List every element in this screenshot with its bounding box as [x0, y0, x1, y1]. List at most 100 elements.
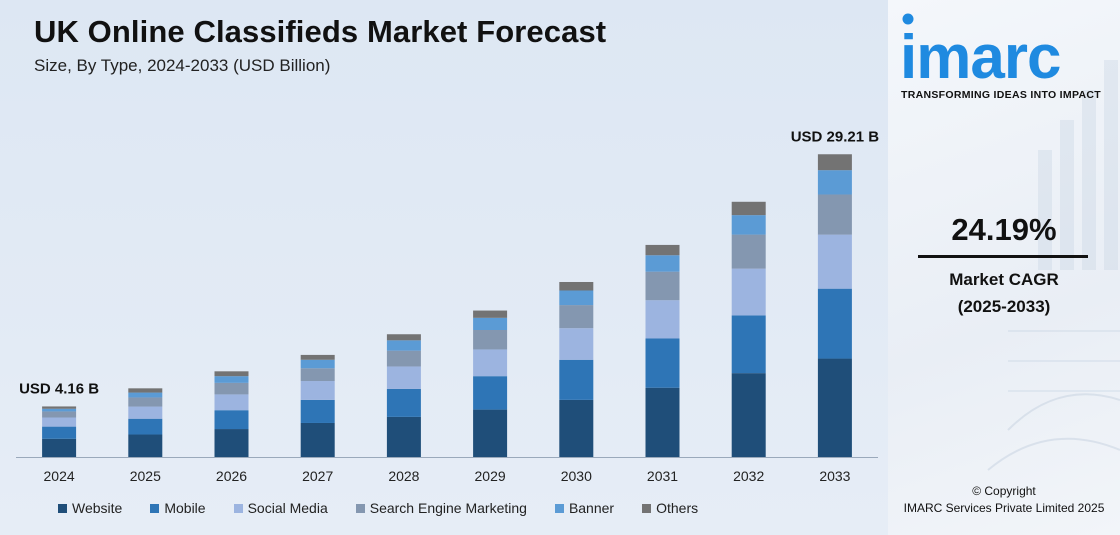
- svg-text:imarc: imarc: [900, 23, 1060, 90]
- bar-segment-website-2025: [128, 434, 163, 457]
- x-tick-label-2025: 2025: [130, 468, 161, 484]
- bar-segment-others-2030: [559, 281, 594, 291]
- bar-segment-social-media-2024: [42, 417, 77, 427]
- bar-segment-social-media-2031: [645, 300, 680, 339]
- bar-segment-banner-2029: [473, 317, 508, 330]
- legend-swatch: [150, 503, 160, 513]
- bar-segment-mobile-2025: [128, 418, 163, 435]
- legend-swatch: [355, 503, 365, 513]
- bar-segment-search-engine-marketing-2030: [559, 305, 594, 329]
- x-tick-label-2029: 2029: [475, 468, 506, 484]
- bar-segment-search-engine-marketing-2025: [128, 397, 163, 407]
- total-label-2033: USD 29.21 B: [791, 128, 880, 145]
- bar-segment-website-2033: [817, 358, 852, 457]
- x-tick-label-2028: 2028: [388, 468, 419, 484]
- bar-segment-mobile-2028: [386, 388, 421, 417]
- company-name: IMARC Services Private Limited 2025: [903, 501, 1105, 515]
- bar-segment-banner-2025: [128, 392, 163, 398]
- chart-subtitle: Size, By Type, 2024-2033 (USD Billion): [34, 56, 331, 75]
- legend-swatch: [642, 503, 652, 513]
- total-label-2024: USD 4.16 B: [19, 380, 99, 397]
- side-panel: imarc TRANSFORMING IDEAS INTO IMPACT 24.…: [888, 0, 1120, 535]
- imarc-logo: imarc: [900, 13, 1061, 90]
- bar-segment-website-2028: [386, 416, 421, 457]
- bar-segment-website-2026: [214, 429, 249, 457]
- cagr-value: 24.19%: [951, 212, 1057, 247]
- legend-label: Search Engine Marketing: [369, 500, 527, 516]
- bar-segment-mobile-2033: [817, 288, 852, 359]
- bar-segment-social-media-2026: [214, 394, 249, 411]
- bar-segment-banner-2033: [817, 170, 852, 195]
- legend-item-others: Others: [642, 500, 698, 516]
- bar-segment-social-media-2033: [817, 234, 852, 289]
- bar-segment-mobile-2027: [300, 399, 335, 423]
- bar-segment-others-2025: [128, 388, 163, 393]
- bar-segment-banner-2028: [386, 340, 421, 351]
- bar-segment-search-engine-marketing-2024: [42, 411, 77, 418]
- bar-segment-social-media-2032: [731, 268, 766, 316]
- legend-label: Social Media: [247, 500, 328, 516]
- bar-segment-search-engine-marketing-2028: [386, 350, 421, 367]
- x-tick-label-2024: 2024: [44, 468, 75, 484]
- bar-segment-website-2027: [300, 422, 335, 457]
- legend-item-website: Website: [58, 500, 122, 516]
- bar-segment-others-2024: [42, 406, 77, 409]
- bar-segment-banner-2026: [214, 376, 249, 383]
- bar-segment-others-2029: [473, 310, 508, 318]
- legend-item-mobile: Mobile: [150, 500, 206, 516]
- bar-segment-social-media-2030: [559, 328, 594, 360]
- legend-swatch: [58, 503, 67, 513]
- legend-item-social-media: Social Media: [233, 500, 328, 516]
- legend-swatch: [233, 503, 243, 513]
- bar-segment-social-media-2029: [473, 349, 508, 377]
- bar-segment-search-engine-marketing-2026: [214, 382, 249, 395]
- bar-segment-others-2032: [731, 201, 766, 216]
- bar-segment-mobile-2032: [731, 315, 766, 374]
- bar-segment-website-2032: [731, 373, 766, 457]
- bar-segment-others-2031: [645, 244, 680, 256]
- x-tick-label-2026: 2026: [216, 468, 247, 484]
- bar-segment-others-2026: [214, 371, 249, 377]
- legend-label: Website: [72, 500, 123, 516]
- legend-item-search-engine-marketing: Search Engine Marketing: [355, 500, 527, 516]
- bar-segment-search-engine-marketing-2031: [645, 271, 680, 301]
- cagr-divider: [918, 255, 1088, 258]
- x-tick-label-2027: 2027: [302, 468, 333, 484]
- x-tick-label-2031: 2031: [647, 468, 678, 484]
- cagr-label: Market CAGR: [949, 270, 1059, 289]
- bar-segment-website-2029: [473, 409, 508, 457]
- bar-segment-search-engine-marketing-2033: [817, 194, 852, 235]
- copyright-text: © Copyright: [972, 484, 1036, 498]
- bar-segment-banner-2024: [42, 408, 77, 412]
- bar-segment-social-media-2028: [386, 366, 421, 389]
- legend-label: Others: [656, 500, 699, 516]
- bar-segment-banner-2032: [731, 215, 766, 235]
- legend-swatch: [554, 503, 564, 513]
- bar-segment-others-2033: [817, 154, 852, 171]
- bar-segment-banner-2027: [300, 359, 335, 369]
- cagr-period: (2025-2033): [957, 297, 1051, 316]
- bar-segment-search-engine-marketing-2032: [731, 234, 766, 269]
- bar-segment-website-2024: [42, 438, 77, 457]
- bar-segment-website-2030: [559, 399, 594, 457]
- legend-label: Banner: [568, 500, 615, 516]
- bar-segment-mobile-2026: [214, 410, 249, 430]
- stacked-bar-chart: 2024 2025 2026 2027 2028 2029 2030 2031 2032 2033…: [16, 128, 880, 484]
- bar-segment-mobile-2031: [645, 338, 680, 388]
- bar-segment-social-media-2025: [128, 406, 163, 419]
- bar-segment-search-engine-marketing-2027: [300, 368, 335, 382]
- bar-segment-mobile-2030: [559, 359, 594, 400]
- bar-segment-social-media-2027: [300, 381, 335, 400]
- chart-panel: UK Online Classifieds Market Forecast Si…: [0, 0, 888, 535]
- x-tick-label-2033: 2033: [819, 468, 850, 484]
- bar-segment-others-2027: [300, 354, 335, 360]
- legend-label: Mobile: [164, 500, 206, 516]
- chart-legend: Website Mobile Social Media Search Engine M…: [58, 500, 726, 516]
- x-tick-label-2030: 2030: [561, 468, 592, 484]
- bar-segment-search-engine-marketing-2029: [473, 329, 508, 350]
- bar-segment-mobile-2024: [42, 426, 77, 439]
- bar-segment-banner-2030: [559, 290, 594, 306]
- bar-segment-mobile-2029: [473, 376, 508, 410]
- x-tick-label-2032: 2032: [733, 468, 764, 484]
- chart-title: UK Online Classifieds Market Forecast: [34, 14, 607, 49]
